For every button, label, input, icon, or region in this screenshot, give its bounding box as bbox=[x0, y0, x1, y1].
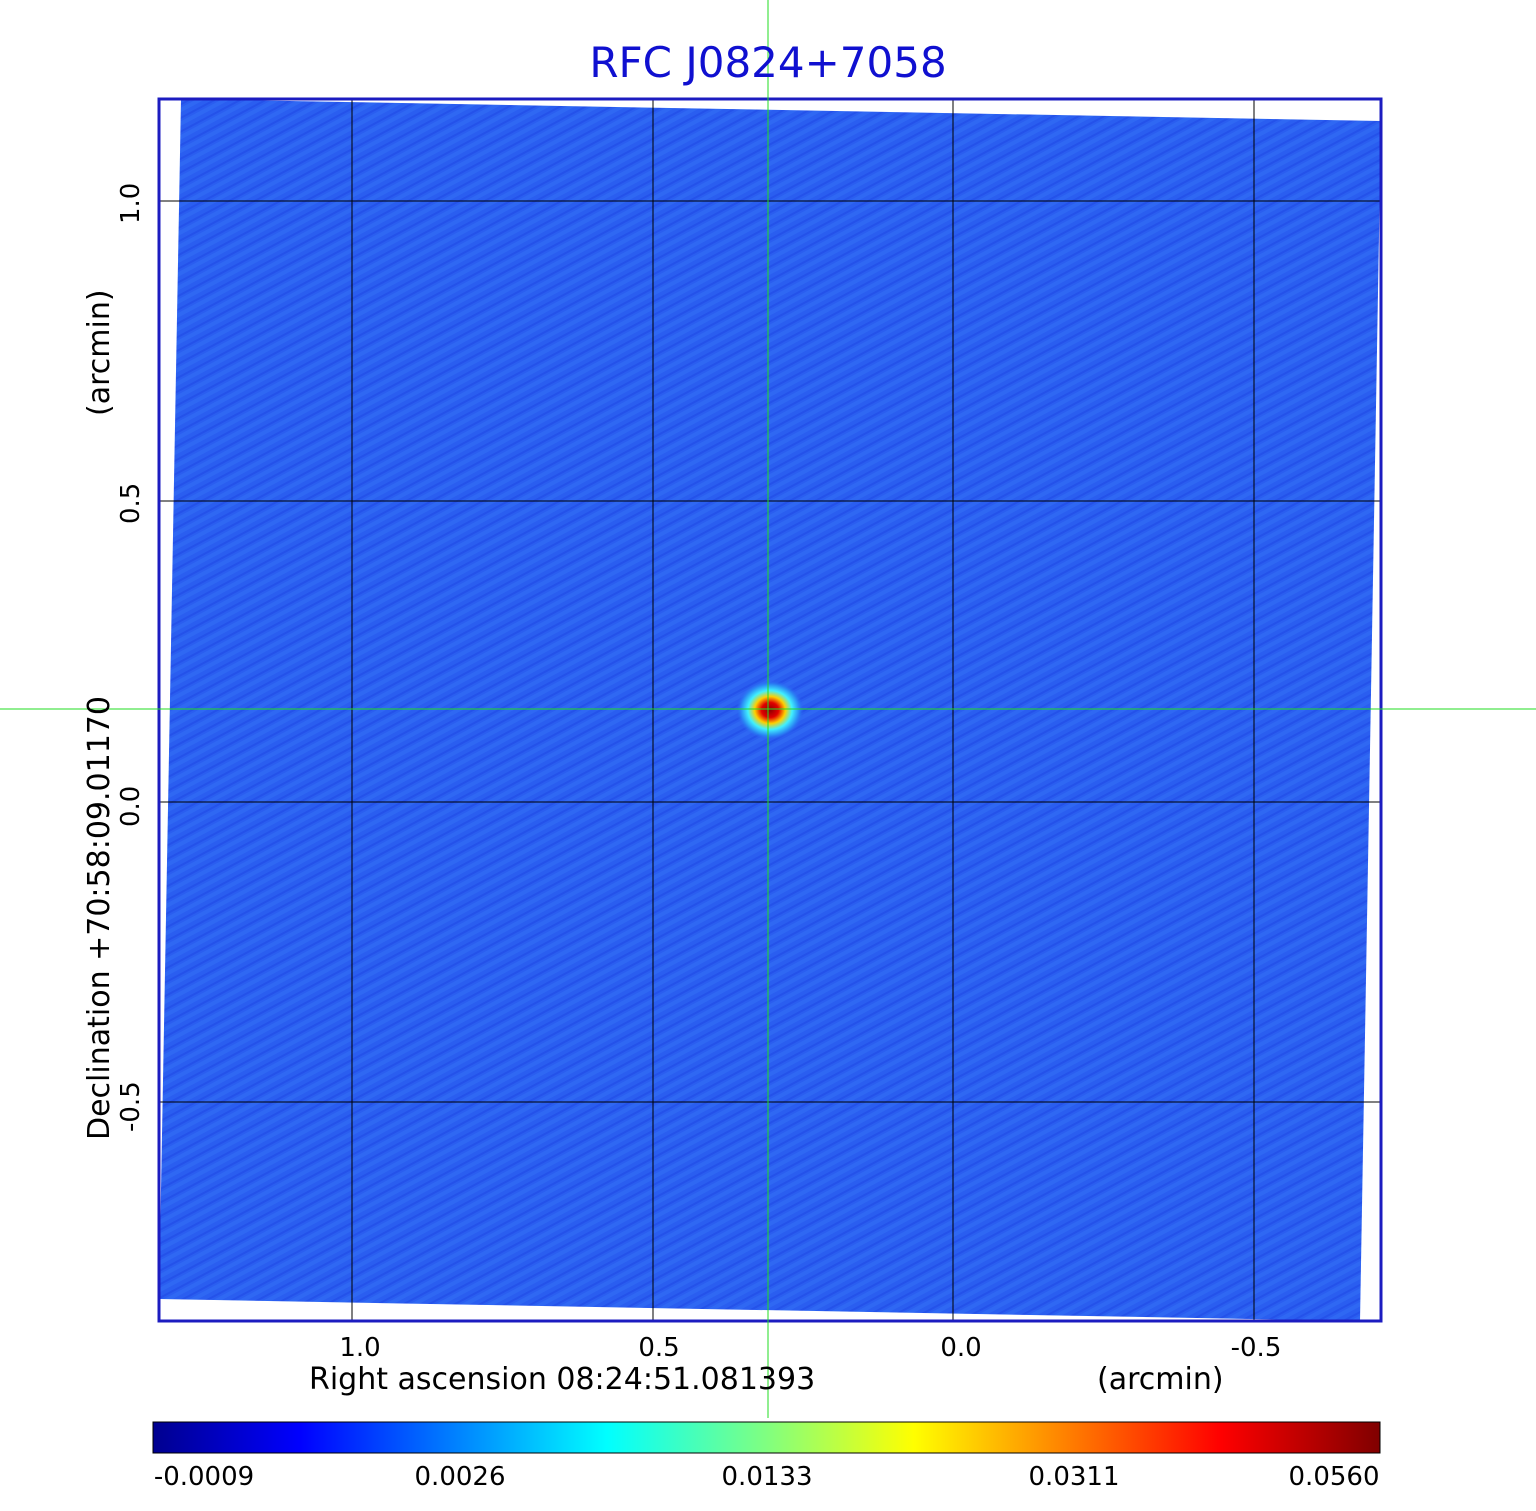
plot-title: RFC J0824+7058 bbox=[589, 38, 947, 87]
y-tick-label: 0.0 bbox=[116, 785, 146, 827]
y-axis-unit: (arcmin) bbox=[82, 289, 117, 416]
x-axis-label: Right ascension 08:24:51.081393 bbox=[309, 1362, 816, 1397]
y-tick-label: -0.5 bbox=[116, 1081, 146, 1132]
image-field bbox=[159, 99, 1381, 1321]
y-axis-label: Declination +70:58:09.01170 bbox=[82, 696, 117, 1140]
plot-frame bbox=[157, 97, 1383, 1323]
crosshair[interactable] bbox=[0, 0, 1536, 1418]
colorbar-tick-label: 0.0560 bbox=[1288, 1462, 1380, 1492]
colorbar-tick-label: 0.0311 bbox=[1028, 1462, 1120, 1492]
y-tick-label: 0.5 bbox=[116, 482, 146, 524]
x-axis-unit: (arcmin) bbox=[1097, 1362, 1224, 1397]
coordinate-grid bbox=[159, 99, 1381, 1321]
colorbar-tick-label: 0.0133 bbox=[721, 1462, 813, 1492]
colorbar-tick-label: 0.0026 bbox=[414, 1462, 506, 1492]
x-tick-label: 0.5 bbox=[638, 1333, 680, 1363]
colorbar bbox=[152, 1421, 1381, 1454]
colorbar-tick-label: -0.0009 bbox=[153, 1462, 255, 1492]
x-tick-label: -0.5 bbox=[1230, 1333, 1282, 1363]
x-tick-label: 1.0 bbox=[339, 1333, 381, 1363]
source-peak bbox=[736, 680, 804, 740]
x-tick-label: 0.0 bbox=[940, 1333, 982, 1363]
y-tick-label: 1.0 bbox=[116, 182, 146, 224]
